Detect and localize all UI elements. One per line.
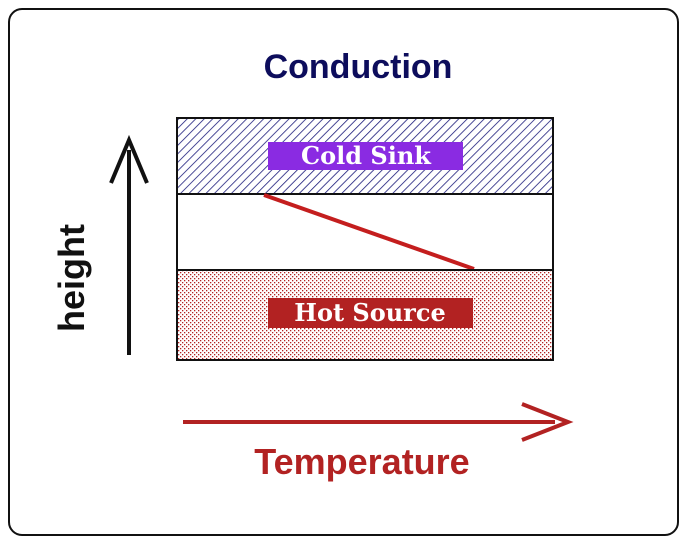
- temperature-profile-line: [263, 193, 475, 271]
- height-arrow-head-icon: [109, 134, 149, 184]
- cold-sink-label: Cold Sink: [301, 141, 432, 170]
- height-axis-label: height: [51, 224, 92, 332]
- diagram-title: Conduction: [264, 48, 453, 86]
- cold-sink-label-bg: [268, 142, 463, 170]
- temperature-arrow-head-icon: [521, 402, 574, 442]
- hot-source-label: Hot Source: [294, 298, 445, 327]
- hot-source-label-bg: [268, 298, 473, 328]
- temperature-axis-label: Temperature: [254, 441, 469, 482]
